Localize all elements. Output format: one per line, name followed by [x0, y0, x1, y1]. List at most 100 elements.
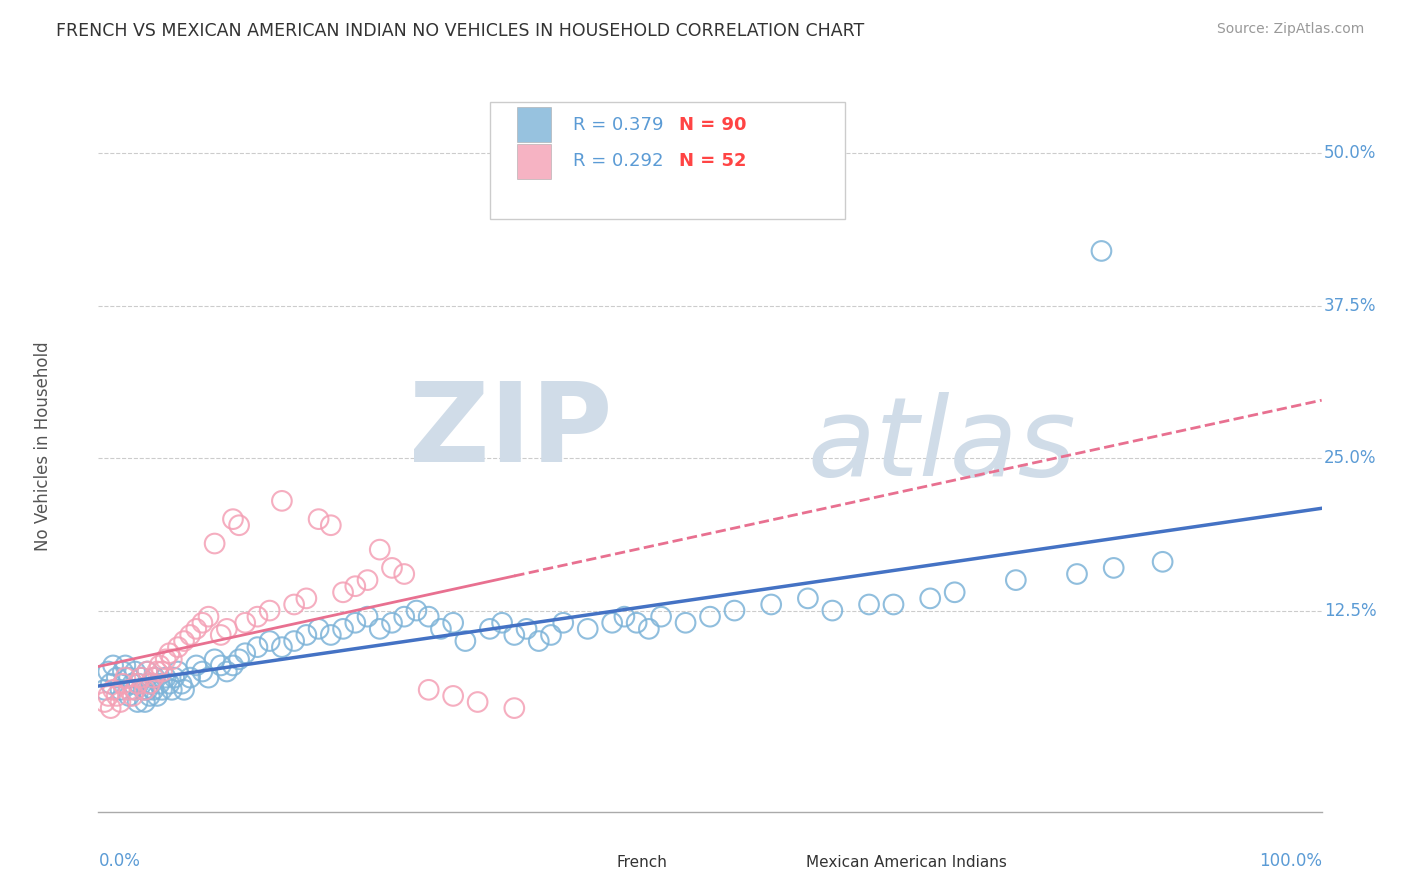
Point — [191, 615, 214, 630]
Point — [491, 615, 513, 630]
Text: 12.5%: 12.5% — [1324, 601, 1376, 620]
Point — [179, 628, 201, 642]
Point — [215, 622, 238, 636]
Point — [136, 665, 159, 679]
Point — [150, 682, 173, 697]
Point — [100, 676, 122, 690]
Text: 25.0%: 25.0% — [1324, 450, 1376, 467]
Point — [118, 689, 141, 703]
Point — [503, 628, 526, 642]
FancyBboxPatch shape — [569, 855, 602, 871]
Point — [155, 652, 177, 666]
Point — [118, 671, 141, 685]
Point — [637, 622, 661, 636]
FancyBboxPatch shape — [759, 855, 792, 871]
Point — [222, 658, 245, 673]
Point — [467, 695, 489, 709]
Point — [143, 671, 166, 685]
Point — [197, 671, 219, 685]
Point — [613, 609, 636, 624]
Text: 37.5%: 37.5% — [1324, 297, 1376, 315]
Text: R = 0.292: R = 0.292 — [574, 153, 664, 170]
Point — [160, 682, 183, 697]
Point — [97, 689, 120, 703]
Point — [270, 494, 294, 508]
Point — [163, 671, 186, 685]
Point — [118, 682, 141, 697]
FancyBboxPatch shape — [489, 103, 845, 219]
Point — [761, 598, 783, 612]
Point — [209, 628, 232, 642]
Point — [858, 598, 880, 612]
Point — [134, 682, 156, 697]
Point — [332, 585, 354, 599]
Point — [381, 561, 404, 575]
Point — [368, 622, 391, 636]
Point — [821, 604, 844, 618]
Point — [142, 671, 165, 685]
Point — [515, 622, 537, 636]
Point — [197, 609, 219, 624]
Point — [146, 665, 169, 679]
Point — [503, 701, 526, 715]
Point — [191, 665, 214, 679]
Point — [111, 676, 134, 690]
Point — [134, 695, 156, 709]
Point — [418, 609, 440, 624]
Point — [553, 615, 575, 630]
Point — [797, 591, 820, 606]
Point — [650, 609, 672, 624]
Point — [111, 665, 134, 679]
Text: FRENCH VS MEXICAN AMERICAN INDIAN NO VEHICLES IN HOUSEHOLD CORRELATION CHART: FRENCH VS MEXICAN AMERICAN INDIAN NO VEH… — [56, 22, 865, 40]
Point — [368, 542, 391, 557]
Point — [124, 682, 146, 697]
Point — [356, 573, 378, 587]
Point — [441, 689, 464, 703]
Point — [129, 671, 152, 685]
Point — [167, 640, 190, 655]
Point — [149, 676, 172, 690]
Point — [943, 585, 966, 599]
Point — [121, 676, 143, 690]
Point — [270, 640, 294, 655]
Point — [139, 689, 162, 703]
Point — [246, 609, 269, 624]
Point — [626, 615, 648, 630]
Point — [259, 634, 281, 648]
Point — [308, 622, 330, 636]
Text: ZIP: ZIP — [409, 378, 612, 485]
Point — [209, 658, 232, 673]
Point — [344, 615, 367, 630]
Point — [124, 665, 146, 679]
Point — [228, 518, 250, 533]
Point — [132, 682, 155, 697]
Point — [332, 622, 354, 636]
Point — [155, 671, 177, 685]
Point — [146, 689, 169, 703]
Text: No Vehicles in Household: No Vehicles in Household — [34, 341, 52, 551]
Point — [142, 682, 165, 697]
Point — [723, 604, 745, 618]
Point — [295, 591, 318, 606]
Text: Source: ZipAtlas.com: Source: ZipAtlas.com — [1216, 22, 1364, 37]
Text: 100.0%: 100.0% — [1258, 852, 1322, 870]
Point — [110, 682, 132, 697]
Point — [97, 665, 120, 679]
Point — [418, 682, 440, 697]
Point — [121, 689, 143, 703]
Point — [186, 622, 208, 636]
Text: N = 90: N = 90 — [679, 116, 747, 134]
Point — [150, 665, 173, 679]
Point — [204, 536, 226, 550]
Text: 50.0%: 50.0% — [1324, 145, 1376, 162]
Point — [540, 628, 562, 642]
Point — [392, 609, 416, 624]
Point — [1102, 561, 1125, 575]
Point — [157, 646, 180, 660]
Point — [527, 634, 550, 648]
Point — [319, 518, 342, 533]
Point — [114, 671, 136, 685]
Point — [139, 676, 162, 690]
Point — [308, 512, 330, 526]
Point — [93, 682, 115, 697]
